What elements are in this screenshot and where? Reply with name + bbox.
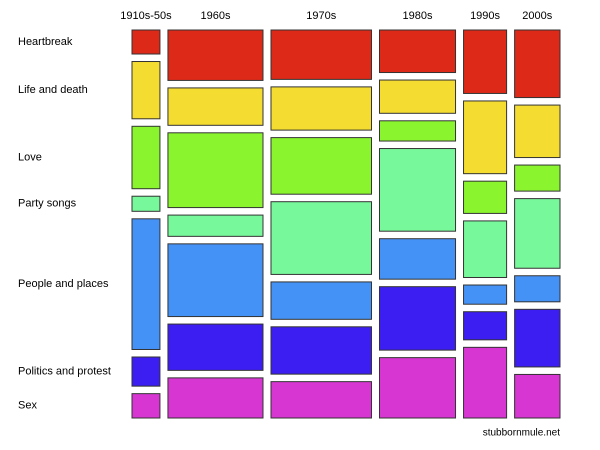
mosaic-cell: [131, 218, 161, 350]
mosaic-cell: [270, 381, 372, 419]
mosaic-cell: [514, 275, 561, 303]
mosaic-cell: [167, 214, 264, 237]
mosaic-cell: [167, 132, 264, 209]
column-label: 2000s: [522, 10, 552, 22]
mosaic-cell: [463, 346, 508, 419]
row-label: Life and death: [18, 84, 88, 96]
mosaic-cell: [167, 377, 264, 419]
mosaic-cell: [378, 148, 457, 232]
mosaic-cell: [514, 308, 561, 368]
mosaic-cell: [167, 87, 264, 126]
mosaic-cell: [270, 137, 372, 195]
mosaic-cell: [514, 104, 561, 159]
mosaic-cell: [167, 29, 264, 81]
row-label: Sex: [18, 400, 37, 412]
column-label: 1990s: [470, 10, 500, 22]
mosaic-cell: [463, 29, 508, 94]
mosaic-cell: [131, 125, 161, 190]
mosaic-cell: [378, 238, 457, 280]
mosaic-cell: [514, 373, 561, 419]
mosaic-cell: [167, 323, 264, 371]
mosaic-cell: [131, 393, 161, 419]
mosaic-cell: [131, 195, 161, 212]
column-label: 1960s: [200, 10, 230, 22]
mosaic-cell: [270, 86, 372, 131]
column-label: 1980s: [403, 10, 433, 22]
row-label: Party songs: [18, 198, 77, 210]
mosaic-cell: [378, 29, 457, 74]
mosaic-cell: [270, 281, 372, 320]
row-label: Politics and protest: [18, 365, 111, 377]
mosaic-cell: [463, 100, 508, 175]
mosaic-cell: [270, 201, 372, 275]
mosaic-cell: [463, 311, 508, 341]
row-label: People and places: [18, 278, 109, 290]
column-label: 1910s-50s: [120, 10, 172, 22]
mosaic-cell: [378, 286, 457, 351]
mosaic-cell: [378, 120, 457, 142]
mosaic-cell: [131, 29, 161, 55]
mosaic-cell: [167, 243, 264, 318]
mosaic-cell: [514, 164, 561, 192]
mosaic-cell: [463, 284, 508, 305]
mosaic-cell: [463, 180, 508, 214]
mosaic-cell: [131, 356, 161, 387]
mosaic-cell: [514, 198, 561, 269]
column-label: 1970s: [306, 10, 336, 22]
mosaic-cell: [378, 357, 457, 419]
mosaic-cell: [131, 61, 161, 120]
row-label: Heartbreak: [18, 36, 73, 48]
mosaic-cell: [514, 29, 561, 99]
mosaic-cell: [270, 29, 372, 80]
mosaic-cell: [463, 220, 508, 279]
source-note: stubbornmule.net: [483, 428, 560, 439]
mosaic-cell: [270, 326, 372, 375]
row-label: Love: [18, 151, 42, 163]
mosaic-cell: [378, 79, 457, 114]
